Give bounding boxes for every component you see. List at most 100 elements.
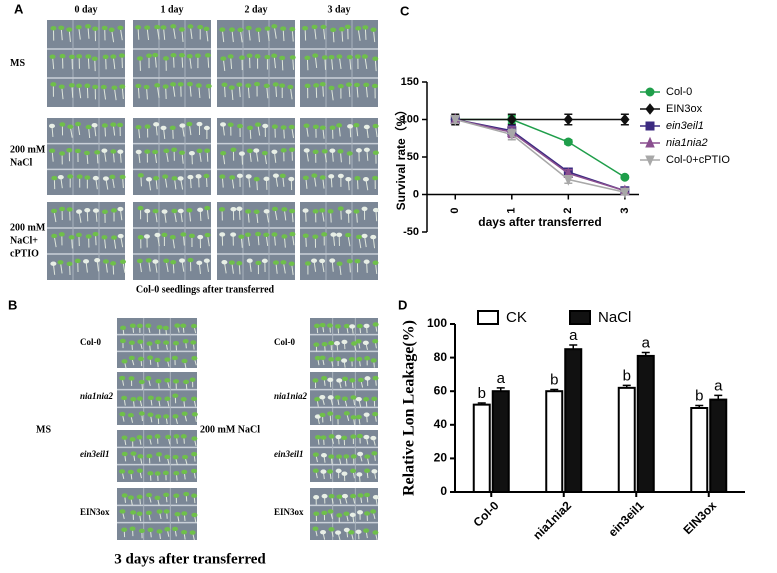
seedling [279,55,286,61]
seedling [67,174,74,179]
seedling [327,377,334,383]
seedling [312,234,319,239]
seedling [372,322,379,327]
seedling [364,468,371,473]
y-tick-label: 100 [401,113,419,125]
seedling [329,125,336,130]
legend-label: ein3eil1 [666,120,704,132]
seedling [119,469,126,474]
seedling [174,511,181,517]
seedling [138,411,145,416]
series-line [455,118,626,192]
seedling [170,24,177,29]
seedling [370,27,377,32]
seedling [280,260,287,265]
seedling [191,512,198,518]
seedling [238,234,245,239]
seedling [370,358,377,363]
bar [709,398,728,494]
seedling [188,151,195,156]
seedling [189,377,196,382]
legend-label: nia1nia2 [666,137,708,149]
seedling [334,341,341,346]
seedling [143,84,150,90]
seedling [147,471,154,476]
seedling [328,527,335,532]
seedling [363,82,370,88]
seedling [272,173,279,178]
seedling [109,174,116,180]
seedling [110,54,117,59]
seedling [321,149,328,154]
seedling [302,233,309,238]
seedling [119,375,126,381]
bar [617,386,636,493]
series-line [455,118,626,193]
seedling [111,85,118,90]
seedling [328,174,335,179]
seedling [145,177,152,182]
seedling [304,83,311,88]
seedling [127,469,134,475]
seedling [356,356,363,362]
seedling [312,468,319,473]
seedling [58,84,65,89]
seedling [356,433,363,439]
seedling [136,435,143,440]
seedling [137,173,144,178]
seedling [271,206,278,212]
seedling [137,235,144,240]
seedling [364,492,371,498]
seedling [219,232,226,237]
seedling [85,54,92,59]
marker [645,103,655,115]
seedling [117,206,124,212]
seedling [321,341,328,347]
seedling [362,177,369,182]
seedling [183,491,190,497]
seedling [178,27,185,32]
seedling [372,375,379,381]
seedling [227,122,234,127]
seedling [130,451,137,456]
seedling [152,208,159,214]
seedling [246,258,253,263]
seedling [164,378,171,383]
seedling [263,232,270,237]
seedling [178,53,185,58]
seedling [187,24,194,29]
seedling [137,454,144,459]
seedling [313,323,320,329]
seedling [172,414,179,419]
marker [645,136,655,148]
seedling [181,469,188,475]
seedling [205,83,212,89]
seedling [220,122,227,127]
seedling [164,357,171,362]
seedling [121,451,128,457]
seedling [354,54,361,59]
legend-label: CK [506,309,527,326]
seedling [127,412,134,418]
seedling [364,376,371,381]
seedling [357,377,364,383]
seedling [119,509,126,514]
significance-letter: b [478,385,486,402]
seedling [188,233,195,239]
seedling [355,234,362,240]
seedling [75,121,82,127]
seedling [154,24,161,30]
seedling [219,207,226,212]
panel-label: D [398,297,407,312]
seedling [337,83,344,89]
seedling [321,376,328,381]
seedling [92,26,99,31]
seedling [247,125,254,131]
seedling [312,124,319,129]
seedling [337,173,344,179]
seedling [353,209,360,214]
seedling [179,123,186,128]
seedling [357,451,364,457]
photo [117,372,198,425]
marker [507,130,517,141]
